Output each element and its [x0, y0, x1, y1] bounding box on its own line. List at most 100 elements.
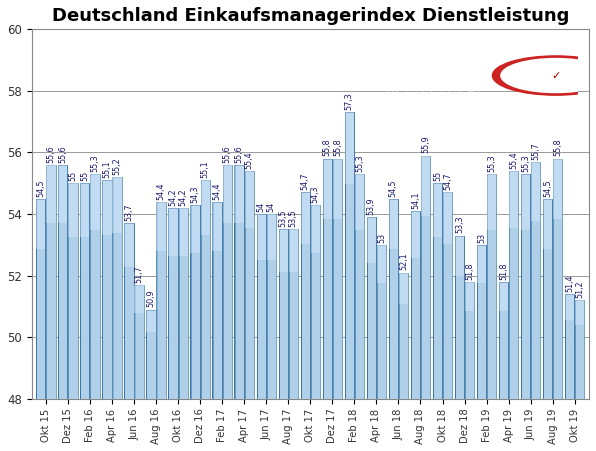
Bar [244, 171, 246, 399]
Bar [344, 112, 354, 184]
Bar [477, 245, 478, 399]
Text: 52,1: 52,1 [399, 253, 408, 271]
Text: 55,3: 55,3 [355, 154, 364, 172]
Text: 55,1: 55,1 [201, 161, 210, 178]
FancyBboxPatch shape [212, 202, 222, 399]
Bar [509, 171, 510, 399]
Bar [266, 214, 268, 399]
Bar [553, 159, 554, 399]
FancyBboxPatch shape [103, 180, 111, 399]
Text: 55: 55 [433, 171, 442, 181]
Bar [344, 112, 346, 399]
Bar [355, 174, 356, 399]
Bar [333, 159, 342, 219]
Text: 50,9: 50,9 [147, 290, 156, 308]
Bar [157, 202, 166, 251]
Circle shape [492, 56, 596, 95]
Bar [465, 282, 474, 311]
Bar [58, 165, 60, 399]
Bar [487, 174, 496, 230]
Bar [499, 282, 508, 311]
FancyBboxPatch shape [125, 223, 134, 399]
Text: 54,5: 54,5 [36, 179, 45, 197]
FancyBboxPatch shape [455, 235, 464, 399]
Text: 55,3: 55,3 [521, 154, 530, 172]
Bar [531, 162, 541, 221]
Bar [256, 214, 257, 399]
FancyBboxPatch shape [531, 162, 541, 399]
Bar [565, 294, 575, 320]
Bar [433, 183, 434, 399]
FancyBboxPatch shape [399, 272, 408, 399]
FancyBboxPatch shape [288, 230, 298, 399]
Bar [278, 230, 280, 399]
FancyBboxPatch shape [300, 193, 310, 399]
Bar [244, 171, 254, 228]
FancyBboxPatch shape [278, 230, 288, 399]
Bar [113, 177, 122, 233]
Bar [367, 217, 368, 399]
Text: 54,3: 54,3 [311, 185, 320, 202]
Bar [322, 159, 332, 219]
FancyBboxPatch shape [244, 171, 254, 399]
Bar [543, 198, 552, 249]
Text: 54: 54 [257, 202, 266, 212]
Bar [91, 174, 100, 230]
Bar [411, 211, 412, 399]
Text: 57,3: 57,3 [345, 92, 354, 110]
Bar [477, 245, 486, 283]
Bar [433, 183, 442, 237]
FancyBboxPatch shape [201, 180, 210, 399]
Bar [125, 223, 134, 267]
Bar [355, 174, 364, 230]
Bar [288, 230, 290, 399]
Bar [288, 230, 298, 272]
Bar [201, 180, 210, 235]
Bar [531, 162, 532, 399]
Bar [465, 282, 466, 399]
Bar [421, 156, 430, 216]
Text: 53,9: 53,9 [367, 198, 376, 215]
Text: 51,8: 51,8 [465, 262, 474, 280]
Text: 53,3: 53,3 [455, 216, 464, 234]
Bar [322, 159, 324, 399]
FancyBboxPatch shape [509, 171, 519, 399]
Text: 51,7: 51,7 [135, 265, 144, 283]
Text: 55,2: 55,2 [113, 157, 122, 175]
FancyBboxPatch shape [266, 214, 276, 399]
Text: 54,7: 54,7 [443, 173, 452, 190]
Bar [212, 202, 213, 399]
Bar [58, 165, 67, 223]
Text: 54,4: 54,4 [157, 182, 166, 200]
FancyBboxPatch shape [191, 205, 200, 399]
Text: 55,6: 55,6 [223, 145, 232, 163]
FancyBboxPatch shape [521, 174, 530, 399]
Text: 55: 55 [80, 171, 89, 181]
Text: 55,4: 55,4 [509, 151, 518, 169]
Bar [222, 165, 232, 223]
Bar [300, 193, 302, 399]
FancyBboxPatch shape [355, 174, 364, 399]
Title: Deutschland Einkaufsmanagerindex Dienstleistung: Deutschland Einkaufsmanagerindex Dienstl… [52, 7, 569, 25]
FancyBboxPatch shape [311, 205, 320, 399]
Bar [377, 245, 378, 399]
FancyBboxPatch shape [179, 208, 188, 399]
Bar [222, 165, 224, 399]
FancyBboxPatch shape [256, 214, 266, 399]
Bar [311, 205, 312, 399]
Bar [46, 165, 55, 223]
Bar [443, 193, 452, 244]
Text: 55,3: 55,3 [487, 154, 496, 172]
FancyBboxPatch shape [234, 165, 244, 399]
Text: 54,1: 54,1 [411, 191, 420, 209]
Bar [575, 300, 585, 325]
FancyBboxPatch shape [135, 285, 144, 399]
FancyBboxPatch shape [553, 159, 563, 399]
Text: ✓: ✓ [551, 70, 561, 81]
Text: 55,9: 55,9 [421, 136, 430, 153]
Bar [521, 174, 530, 230]
Bar [543, 198, 544, 399]
Bar [69, 183, 70, 399]
Text: 55: 55 [69, 171, 77, 181]
FancyBboxPatch shape [80, 183, 89, 399]
